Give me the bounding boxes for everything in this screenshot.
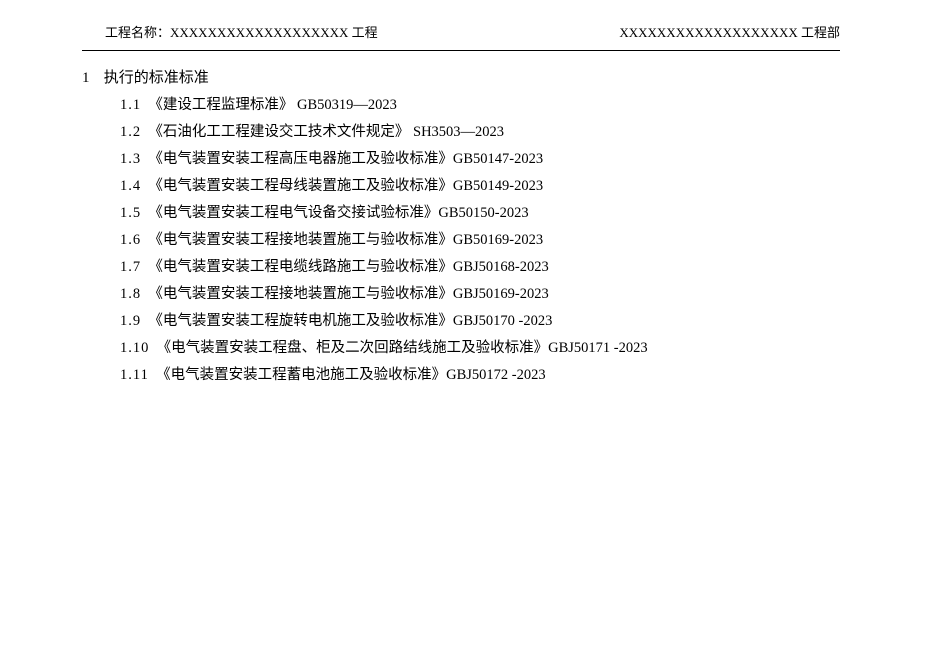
list-item: 1.4 《电气装置安装工程母线装置施工及验收标准》GB50149-2023 [120, 173, 648, 200]
item-number: 1.6 [120, 232, 141, 248]
item-text: 《电气装置安装工程接地装置施工与验收标准》GB50169-2023 [148, 232, 543, 248]
item-number: 1.1 [120, 97, 141, 113]
list-item: 1.11 《电气装置安装工程蓄电池施工及验收标准》GBJ50172 -2023 [120, 362, 648, 389]
item-text: 《石油化工工程建设交工技术文件规定》 SH3503—2023 [148, 124, 504, 140]
list-item: 1.2 《石油化工工程建设交工技术文件规定》 SH3503—2023 [120, 119, 648, 146]
section-title: 执行的标准标准 [104, 70, 209, 86]
item-number: 1.9 [120, 313, 141, 329]
item-text: 《电气装置安装工程高压电器施工及验收标准》GB50147-2023 [148, 151, 543, 167]
page-header: 工程名称：XXXXXXXXXXXXXXXXXXX 工程 XXXXXXXXXXXX… [105, 22, 840, 44]
list-item: 1.5 《电气装置安装工程电气设备交接试验标准》GB50150-2023 [120, 200, 648, 227]
section-title-row: 1 执行的标准标准 [82, 66, 209, 87]
item-text: 《电气装置安装工程接地装置施工与验收标准》GBJ50169-2023 [148, 286, 548, 302]
list-item: 1.7 《电气装置安装工程电缆线路施工与验收标准》GBJ50168-2023 [120, 254, 648, 281]
item-number: 1.5 [120, 205, 141, 221]
list-item: 1.9 《电气装置安装工程旋转电机施工及验收标准》GBJ50170 -2023 [120, 308, 648, 335]
item-number: 1.4 [120, 178, 141, 194]
header-left-value: XXXXXXXXXXXXXXXXXXX 工程 [170, 25, 378, 40]
item-text: 《电气装置安装工程蓄电池施工及验收标准》GBJ50172 -2023 [156, 367, 546, 383]
item-text: 《建设工程监理标准》 GB50319—2023 [148, 97, 397, 113]
list-item: 1.6 《电气装置安装工程接地装置施工与验收标准》GB50169-2023 [120, 227, 648, 254]
item-number: 1.11 [120, 367, 149, 383]
header-left-label: 工程名称： [105, 25, 170, 40]
header-left: 工程名称：XXXXXXXXXXXXXXXXXXX 工程 [105, 22, 378, 41]
header-right: XXXXXXXXXXXXXXXXXXX 工程部 [619, 22, 840, 41]
item-text: 《电气装置安装工程电气设备交接试验标准》GB50150-2023 [148, 205, 528, 221]
standards-list: 1.1 《建设工程监理标准》 GB50319—2023 1.2 《石油化工工程建… [120, 92, 648, 389]
item-number: 1.10 [120, 340, 149, 356]
item-number: 1.8 [120, 286, 141, 302]
item-number: 1.7 [120, 259, 141, 275]
list-item: 1.1 《建设工程监理标准》 GB50319—2023 [120, 92, 648, 119]
item-text: 《电气装置安装工程母线装置施工及验收标准》GB50149-2023 [148, 178, 543, 194]
list-item: 1.3 《电气装置安装工程高压电器施工及验收标准》GB50147-2023 [120, 146, 648, 173]
list-item: 1.10 《电气装置安装工程盘、柜及二次回路结线施工及验收标准》GBJ50171… [120, 335, 648, 362]
list-item: 1.8 《电气装置安装工程接地装置施工与验收标准》GBJ50169-2023 [120, 281, 648, 308]
header-divider [82, 50, 840, 51]
item-number: 1.3 [120, 151, 141, 167]
item-text: 《电气装置安装工程旋转电机施工及验收标准》GBJ50170 -2023 [148, 313, 552, 329]
document-page: 工程名称：XXXXXXXXXXXXXXXXXXX 工程 XXXXXXXXXXXX… [0, 0, 950, 672]
item-number: 1.2 [120, 124, 141, 140]
section-number: 1 [82, 70, 100, 87]
item-text: 《电气装置安装工程盘、柜及二次回路结线施工及验收标准》GBJ50171 -202… [157, 340, 648, 356]
item-text: 《电气装置安装工程电缆线路施工与验收标准》GBJ50168-2023 [148, 259, 548, 275]
